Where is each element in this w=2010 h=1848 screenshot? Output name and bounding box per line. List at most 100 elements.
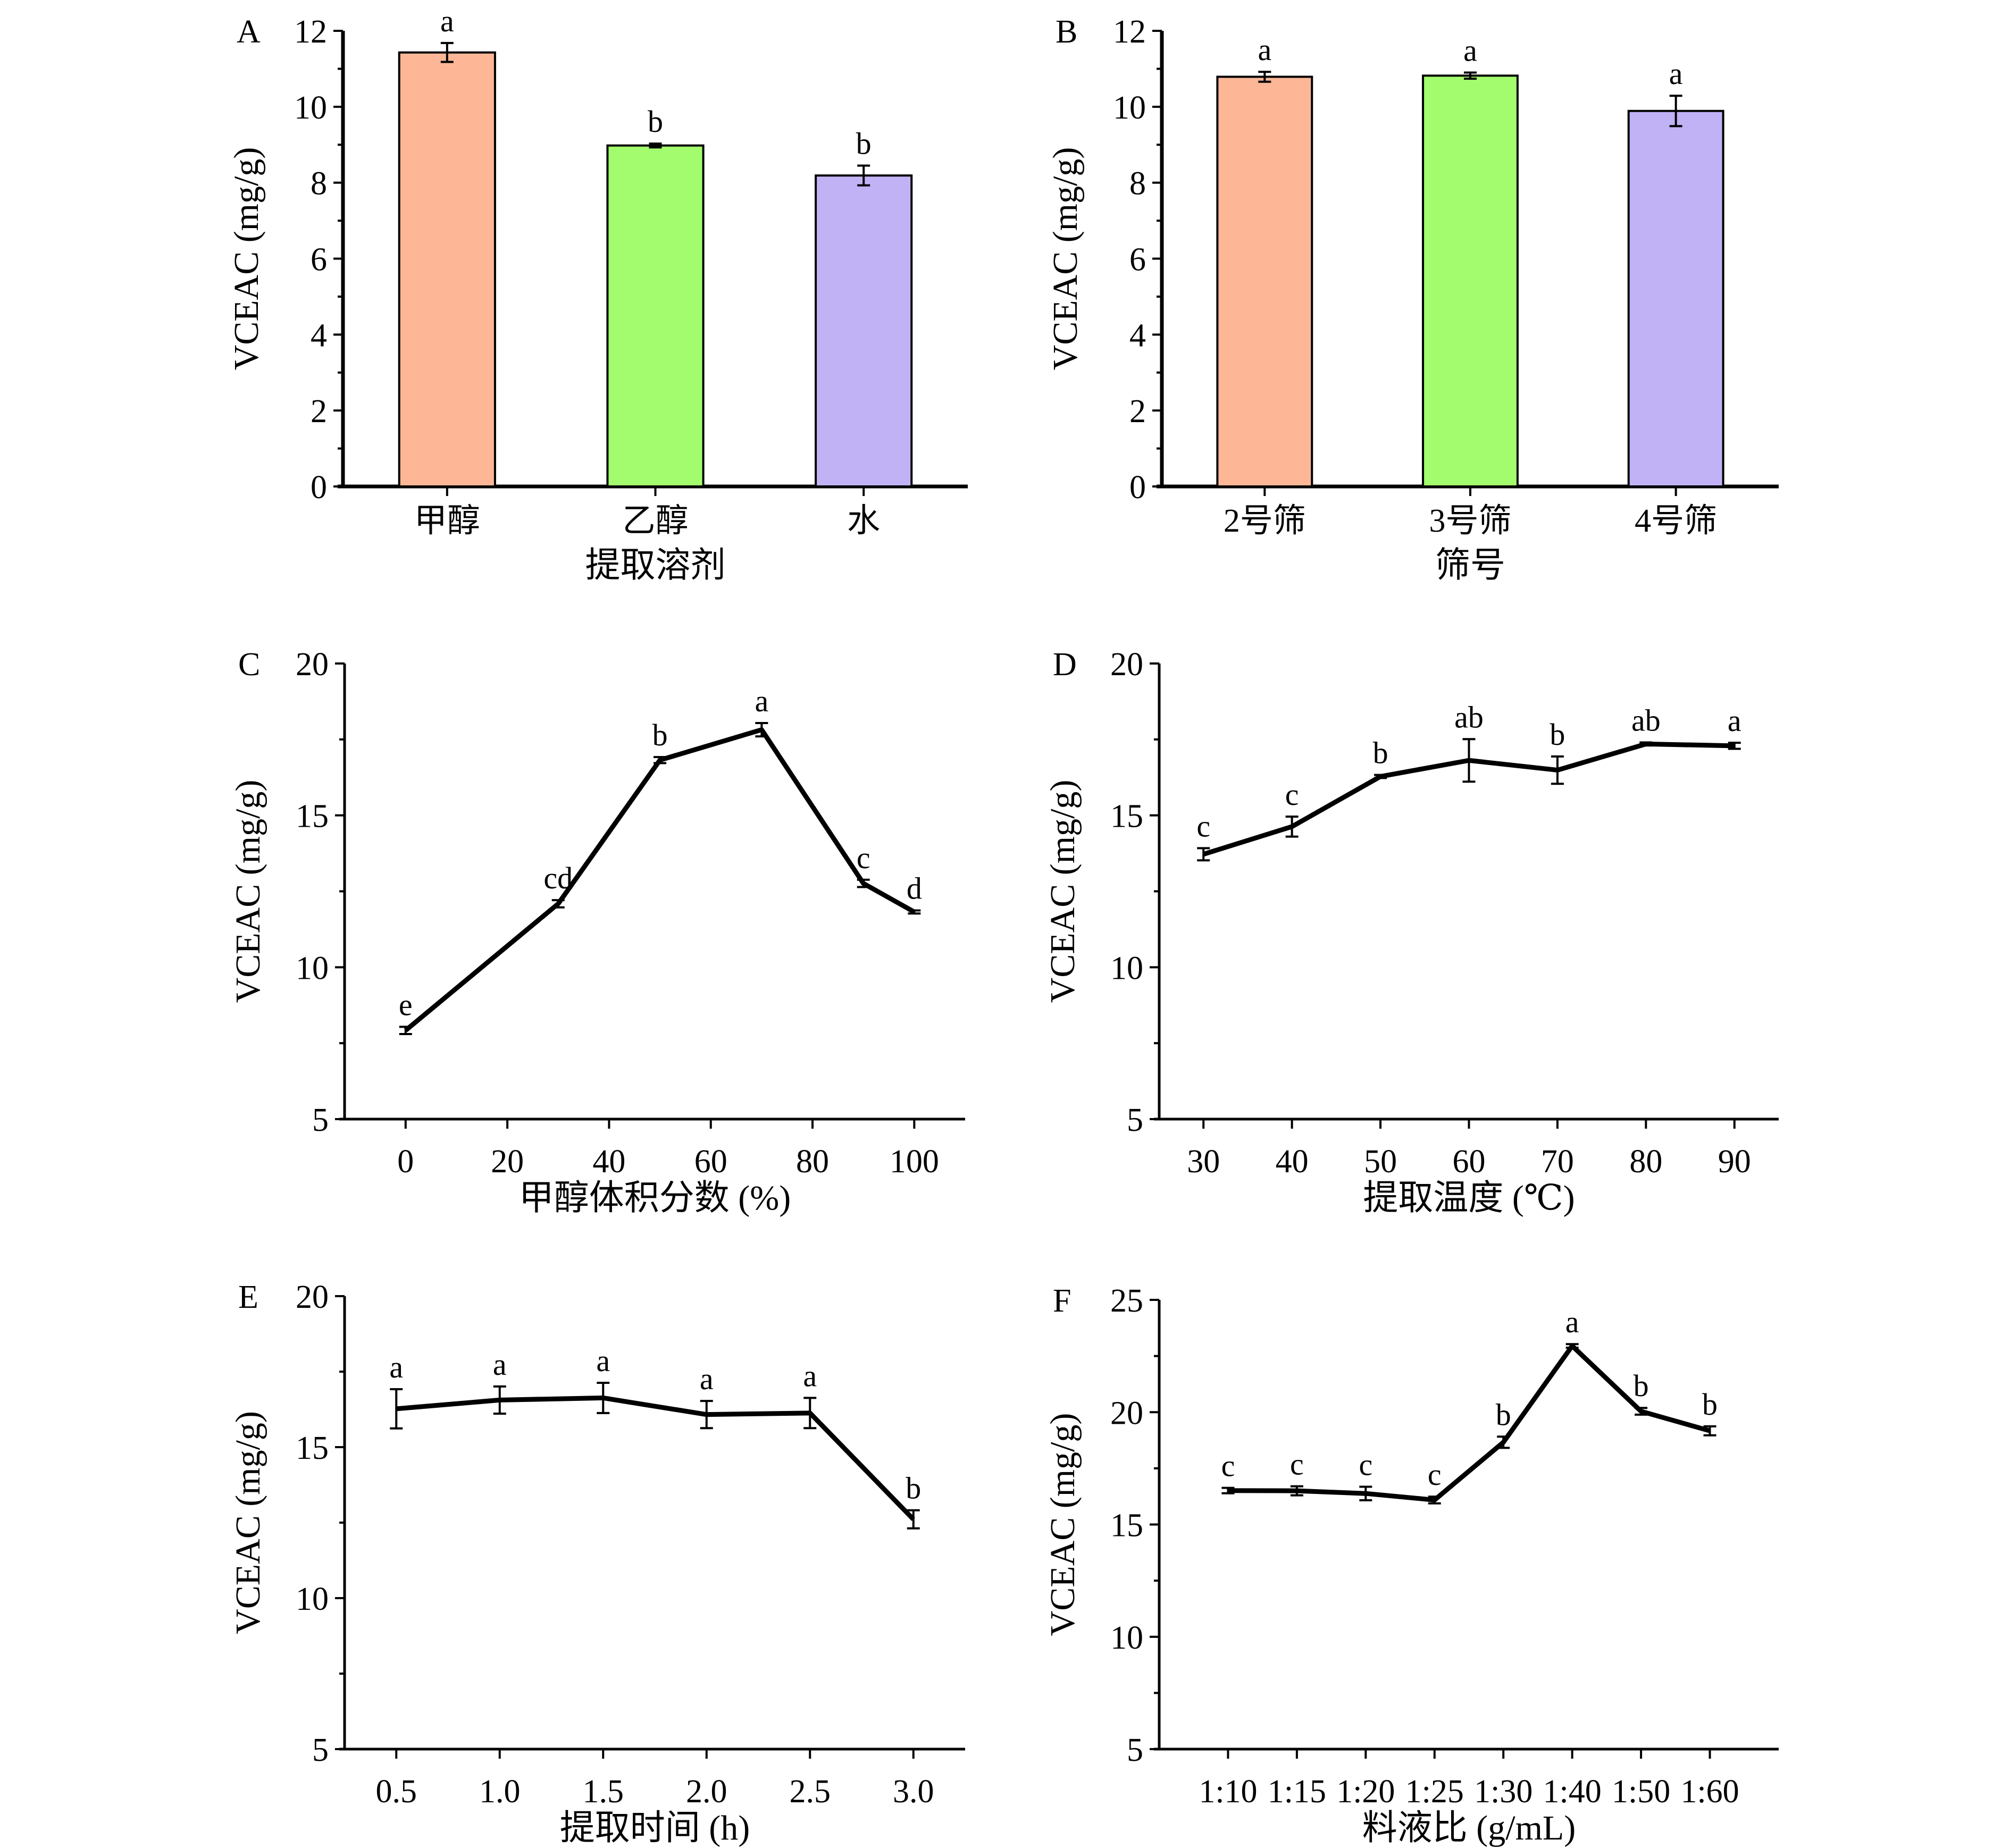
- x-axis-label: 提取时间 (h): [560, 1809, 750, 1847]
- x-tick-label: 20: [491, 1144, 524, 1180]
- error-bar: [390, 1388, 403, 1430]
- panel-C: 5 10 15 20 C VCEAC (mg/g) 甲醇体积分数 (%) 0 20 40 60 80 1…: [229, 646, 965, 1217]
- significance-label: a: [389, 1350, 403, 1384]
- error-bar: [1428, 1496, 1441, 1505]
- y-tick-label: 12: [1113, 14, 1146, 50]
- y-tick-label: 2: [1129, 393, 1146, 430]
- error-bar: [857, 878, 870, 888]
- error-bar: [440, 41, 454, 63]
- y-tick-label: 20: [296, 1279, 329, 1315]
- error-bar: [1374, 774, 1387, 779]
- x-tick-label: 4号筛: [1635, 503, 1717, 539]
- error-bar: [803, 1397, 817, 1430]
- x-tick-label: 80: [1629, 1144, 1662, 1180]
- series-line: [396, 1395, 915, 1521]
- significance-label: b: [1634, 1368, 1649, 1403]
- significance-label: a: [1728, 703, 1741, 738]
- bar: [1216, 75, 1313, 488]
- y-tick-label: 5: [1127, 1102, 1143, 1138]
- x-tick-label: 100: [890, 1144, 939, 1180]
- y-tick-label: 20: [1110, 646, 1143, 683]
- y-tick-label: 10: [296, 950, 329, 986]
- y-tick-label: 10: [1113, 90, 1146, 126]
- error-bar: [1565, 1343, 1579, 1349]
- x-tick-label: 3.0: [893, 1774, 934, 1810]
- x-tick-label: 1:25: [1405, 1774, 1464, 1810]
- y-tick-label: 20: [296, 646, 329, 683]
- significance-label: b: [652, 718, 668, 752]
- significance-label: c: [1359, 1448, 1372, 1482]
- error-bar: [597, 1382, 610, 1414]
- error-bar: [1669, 95, 1682, 128]
- error-bar: [493, 1385, 506, 1415]
- x-tick-label: 1.0: [479, 1774, 521, 1810]
- x-axis-label: 提取溶剂: [585, 546, 726, 585]
- panel-label: C: [238, 646, 260, 683]
- x-tick-label: 2.0: [686, 1774, 727, 1810]
- y-axis-label: VCEAC (mg/g): [1046, 147, 1085, 371]
- significance-label: c: [1221, 1449, 1235, 1483]
- panel-label: E: [238, 1279, 258, 1315]
- y-tick-label: 12: [294, 14, 327, 50]
- significance-label: b: [1496, 1397, 1511, 1432]
- significance-label: c: [1290, 1447, 1304, 1482]
- x-tick-label: 60: [1453, 1144, 1486, 1180]
- error-bar: [1464, 71, 1477, 80]
- significance-label: a: [596, 1343, 610, 1378]
- significance-label: e: [399, 987, 413, 1022]
- y-tick-label: 6: [311, 242, 327, 278]
- panel-B: 0 2 4 6 8 10 12 B VCEAC (mg/g) 筛号 2号筛 3号筛 4号筛 a a a: [1046, 14, 1779, 585]
- x-axis-label: 甲醇体积分数 (%): [519, 1179, 791, 1217]
- error-bar: [700, 1400, 713, 1430]
- significance-label: a: [1565, 1305, 1579, 1339]
- x-tick-label: 1.5: [583, 1774, 624, 1810]
- error-bar: [1258, 71, 1271, 83]
- significance-label: b: [906, 1471, 921, 1506]
- x-tick-label: 0: [397, 1144, 414, 1180]
- panel-label: B: [1056, 14, 1077, 50]
- x-tick-label: 水: [847, 503, 880, 539]
- error-bar: [1551, 755, 1564, 785]
- error-bar: [1639, 741, 1653, 747]
- error-bar: [1497, 1435, 1510, 1449]
- x-tick-label: 1:60: [1680, 1774, 1739, 1810]
- significance-label: b: [1702, 1387, 1718, 1422]
- y-tick-label: 15: [1110, 799, 1143, 835]
- significance-label: ab: [1631, 703, 1661, 738]
- y-axis-label: VCEAC (mg/g): [229, 780, 267, 1003]
- x-tick-label: 1:20: [1336, 1774, 1395, 1810]
- y-tick-label: 10: [294, 90, 327, 126]
- x-tick-label: 50: [1364, 1144, 1397, 1180]
- error-bar: [857, 164, 870, 187]
- error-bar: [1635, 1407, 1648, 1416]
- error-bar: [649, 142, 662, 149]
- y-tick-label: 0: [1129, 469, 1146, 506]
- x-tick-label: 1:30: [1474, 1774, 1532, 1810]
- panel-label: F: [1053, 1283, 1071, 1319]
- error-bar: [908, 909, 921, 915]
- error-bar: [1728, 742, 1741, 750]
- error-bar: [399, 1026, 412, 1036]
- y-tick-label: 25: [1110, 1283, 1143, 1319]
- significance-label: b: [1373, 736, 1388, 770]
- y-tick-label: 15: [296, 799, 329, 835]
- y-tick-label: 8: [311, 166, 327, 202]
- x-tick-label: 40: [592, 1144, 625, 1180]
- significance-label: a: [493, 1347, 507, 1382]
- significance-label: b: [648, 104, 663, 139]
- x-tick-label: 1:15: [1268, 1774, 1326, 1810]
- y-axis-label: VCEAC (mg/g): [1043, 780, 1082, 1003]
- x-tick-label: 90: [1718, 1144, 1751, 1180]
- x-tick-label: 甲醇: [414, 503, 480, 539]
- y-tick-label: 0: [311, 469, 327, 506]
- bar: [1627, 110, 1724, 488]
- x-tick-label: 2.5: [790, 1774, 831, 1810]
- error-bar: [1703, 1425, 1716, 1437]
- error-bar: [1359, 1485, 1372, 1501]
- x-tick-label: 3号筛: [1429, 503, 1511, 539]
- x-tick-label: 2号筛: [1224, 503, 1306, 539]
- panel-A: 0 2 4 6 8 10 12 A VCEAC (mg/g) 提取溶剂 甲醇 乙醇 水 a b b: [227, 4, 968, 585]
- error-bar: [755, 721, 768, 738]
- error-bar: [1285, 815, 1299, 838]
